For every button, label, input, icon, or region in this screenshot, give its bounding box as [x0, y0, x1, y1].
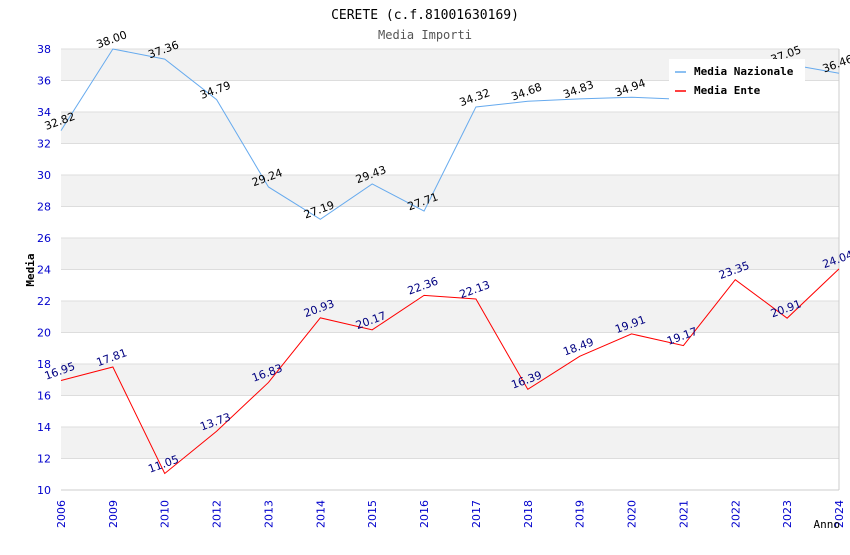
x-tick-label: 2015 [366, 500, 379, 528]
y-tick-label: 10 [37, 484, 51, 497]
legend: Media Nazionale Media Ente [669, 59, 805, 101]
x-axis-label: Anno [814, 518, 841, 531]
x-axis-ticks: 2006 2009 2010 2012 2013 2014 2015 2016 2017 2018… [55, 500, 846, 528]
y-tick-label: 34 [37, 106, 51, 119]
x-tick-label: 2022 [729, 500, 742, 528]
grid-band [61, 364, 839, 396]
x-tick-label: 2006 [55, 500, 68, 528]
y-tick-label: 22 [37, 295, 51, 308]
y-tick-label: 16 [37, 390, 51, 403]
gridlines [61, 48, 840, 491]
x-tick-label: 2019 [574, 500, 587, 528]
y-tick-label: 36 [37, 75, 51, 88]
y-tick-label: 26 [37, 232, 51, 245]
chart-subtitle: Media Importi [378, 28, 472, 42]
grid-band [61, 238, 839, 270]
grid-band [61, 395, 839, 427]
y-axis-label: Media [24, 253, 37, 286]
grid-band [61, 301, 839, 333]
x-tick-label: 2024 [833, 500, 846, 528]
grid-band [61, 175, 839, 207]
grid-band [61, 112, 839, 144]
y-tick-label: 12 [37, 453, 51, 466]
y-tick-label: 30 [37, 169, 51, 182]
y-tick-label: 38 [37, 43, 51, 56]
y-axis-ticks: 10 12 14 16 18 20 22 24 26 28 30 32 34 36 38 [37, 43, 51, 497]
x-tick-label: 2009 [107, 500, 120, 528]
legend-label-media-nazionale: Media Nazionale [694, 65, 794, 78]
data-label-media-nazionale: 38.00 [95, 28, 129, 51]
x-tick-label: 2012 [211, 500, 224, 528]
y-tick-label: 24 [37, 264, 51, 277]
x-tick-label: 2017 [470, 500, 483, 528]
grid-band [61, 458, 839, 490]
x-tick-label: 2020 [626, 500, 639, 528]
y-tick-label: 28 [37, 201, 51, 214]
grid-band [61, 206, 839, 238]
x-tick-label: 2010 [159, 500, 172, 528]
y-tick-label: 18 [37, 358, 51, 371]
chart-title: CERETE (c.f.81001630169) [331, 8, 519, 23]
x-tick-label: 2014 [314, 500, 327, 528]
series-line-media-ente [60, 268, 840, 475]
x-tick-label: 2018 [522, 500, 535, 528]
y-tick-label: 14 [37, 421, 51, 434]
x-tick-label: 2021 [677, 500, 690, 528]
x-tick-label: 2016 [418, 500, 431, 528]
legend-label-media-ente: Media Ente [694, 84, 761, 97]
grid-band [61, 269, 839, 301]
y-tick-label: 32 [37, 138, 51, 151]
x-tick-label: 2023 [781, 500, 794, 528]
x-tick-label: 2013 [262, 500, 275, 528]
grid-band [61, 332, 839, 364]
grid-bands [61, 49, 839, 490]
y-tick-label: 20 [37, 327, 51, 340]
grid-band [61, 427, 839, 459]
legend-box [669, 59, 805, 101]
